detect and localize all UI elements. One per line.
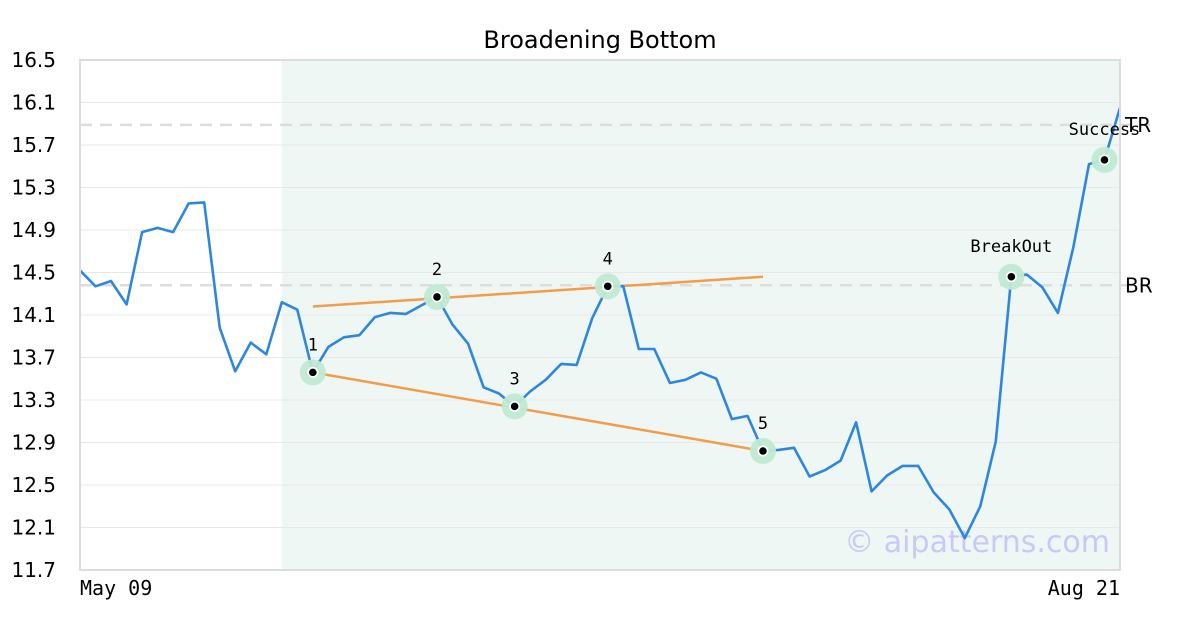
y-tick-label: 14.5 [11,261,56,285]
level-label: BR [1125,273,1153,297]
y-tick-label: 14.1 [11,303,56,327]
pattern-point-dot [759,447,767,455]
annotation-point-label: BreakOut [970,237,1052,257]
x-tick-label: May 09 [80,576,152,600]
y-tick-label: 16.1 [11,91,56,115]
y-tick-label: 13.7 [11,346,56,370]
y-tick-label: 15.7 [11,133,56,157]
y-tick-label: 11.7 [11,558,56,582]
pattern-point-label: 2 [432,260,442,280]
pattern-point-label: 5 [758,414,768,434]
chart-title: Broadening Bottom [483,26,716,54]
pattern-points: 1 2 3 4 5 BreakOut Success [299,120,1141,464]
price-series [79,107,1122,540]
y-tick-label: 12.9 [11,431,56,455]
level-label: TR [1124,113,1151,137]
pattern-point-dot [433,293,441,301]
annotation-point-label: Success [1069,120,1141,140]
y-tick-label: 14.9 [11,218,56,242]
pattern-point-label: 4 [603,249,613,269]
pattern-point-dot [309,368,317,377]
trendline-lower [312,371,764,453]
x-tick-label: Aug 21 [1048,576,1120,600]
plot-frame [79,59,1121,571]
price-line [79,107,1122,540]
x-axis-ticks: May 09 Aug 21 [80,576,1120,600]
y-tick-label: 13.3 [11,388,56,412]
watermark: © aipatterns.com [844,525,1110,560]
pattern-point-label: 3 [510,369,520,389]
y-tick-label: 12.5 [11,473,56,497]
y-tick-label: 16.5 [11,48,56,72]
y-tick-label: 12.1 [11,516,56,540]
pattern-point-dot [603,282,612,291]
trendline-upper [312,275,764,308]
trendlines [312,275,764,453]
y-tick-label: 15.3 [11,176,56,200]
annotation-point-dot [1100,156,1109,164]
pattern-point-label: 1 [308,335,318,355]
pattern-point-dot [510,402,519,411]
y-axis-ticks: 16.5 16.1 15.7 15.3 14.9 14.5 14.1 13.7 13.3 12.9… [11,48,56,582]
annotation-point-dot [1007,272,1016,281]
gridlines [80,59,1120,571]
